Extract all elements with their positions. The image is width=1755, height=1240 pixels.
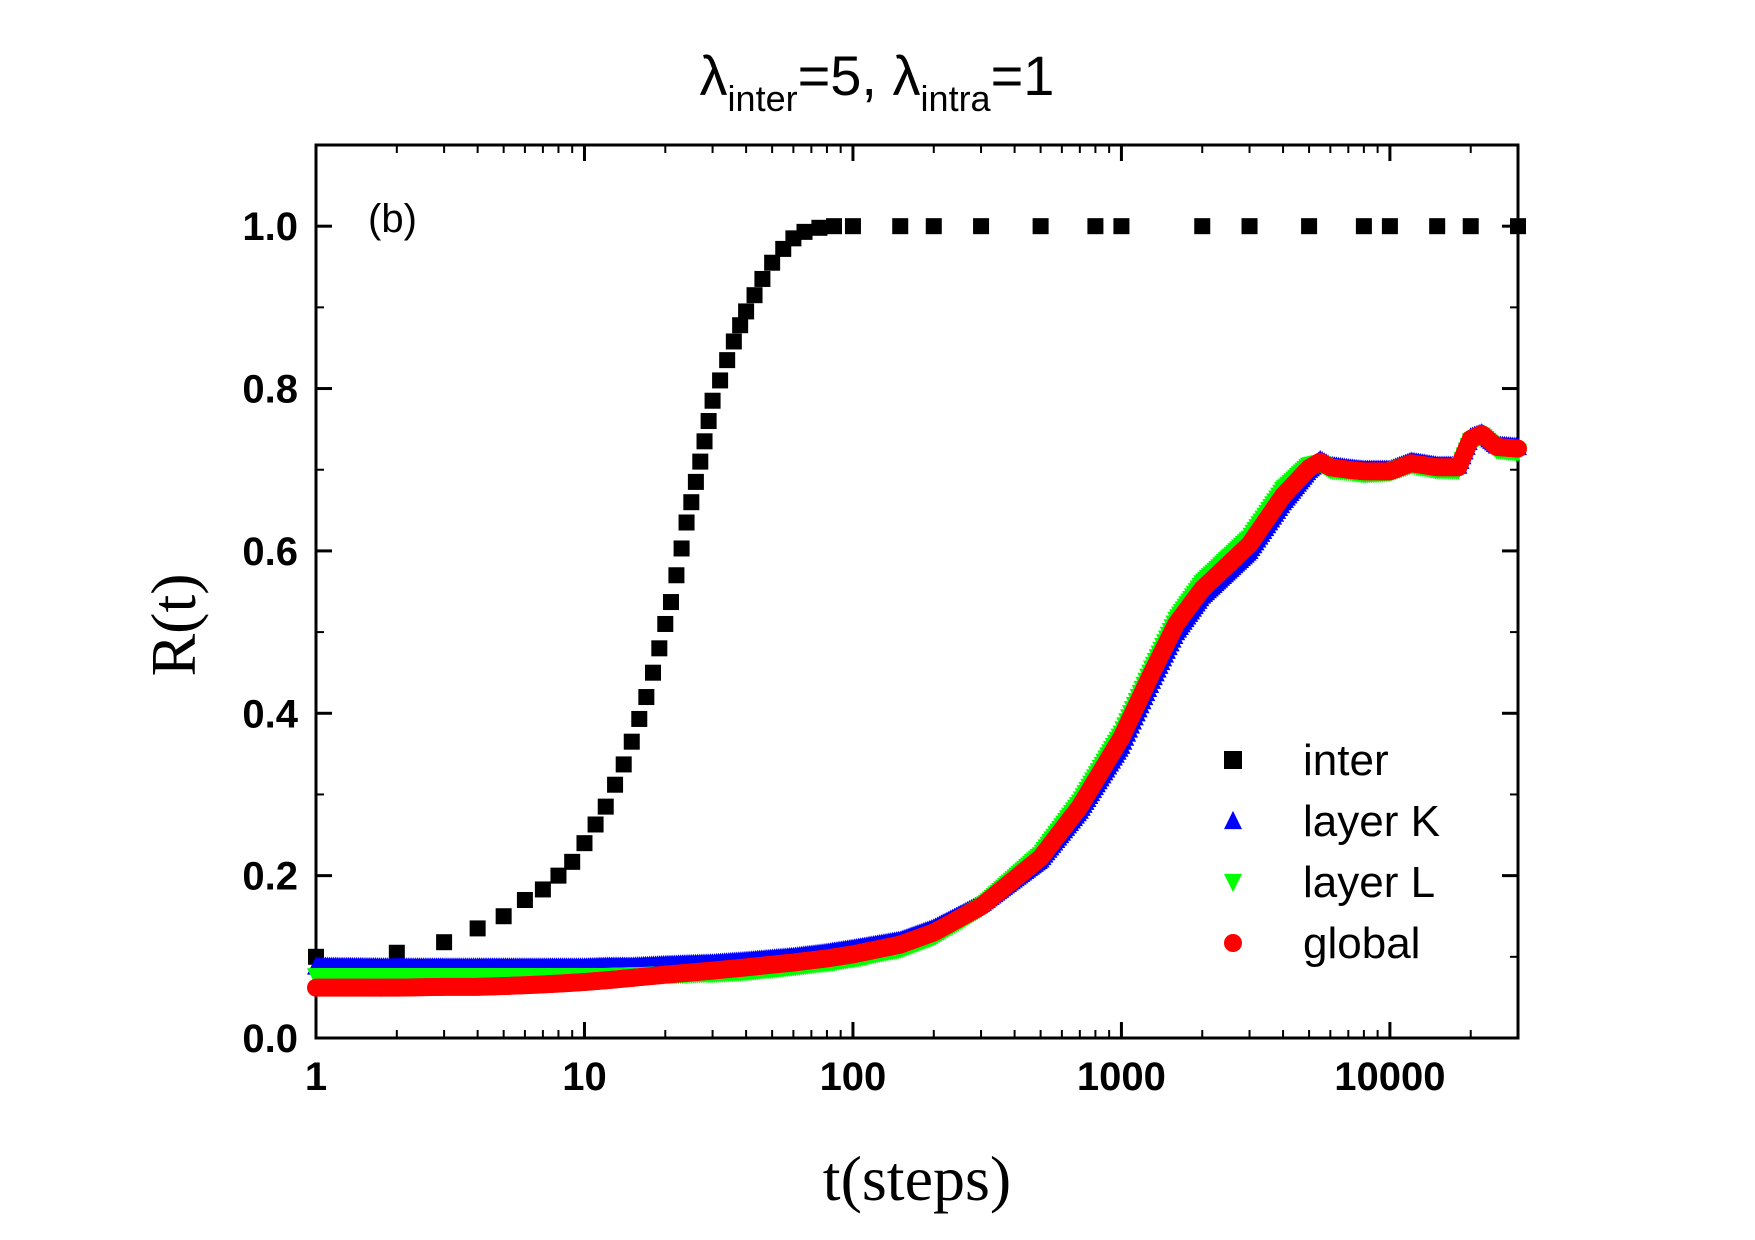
data-point <box>564 853 581 870</box>
data-point <box>576 835 593 852</box>
title-symbol-2: λ <box>893 44 921 107</box>
data-point <box>1429 218 1446 235</box>
data-point <box>712 372 729 389</box>
data-point <box>615 756 632 773</box>
data-point <box>657 615 674 632</box>
series-layer <box>307 218 1527 997</box>
data-point <box>687 473 704 490</box>
data-point <box>1462 218 1479 235</box>
series-global <box>307 425 1527 997</box>
data-point <box>925 218 942 235</box>
data-point <box>811 219 828 236</box>
data-point <box>738 303 755 320</box>
title-sub-1: inter <box>728 78 798 119</box>
x-axis-label: t(steps) <box>823 1143 1011 1214</box>
data-point <box>732 317 749 334</box>
x-tick-label: 1000 <box>1077 1055 1166 1099</box>
data-point <box>696 433 713 450</box>
data-point <box>1381 218 1398 235</box>
data-point <box>796 223 813 240</box>
y-tick-label: 0.6 <box>242 530 298 574</box>
legend-marker <box>1224 873 1242 893</box>
data-point <box>645 664 662 681</box>
x-tick-label: 10000 <box>1334 1055 1445 1099</box>
data-point <box>692 453 709 470</box>
data-point <box>1241 218 1258 235</box>
legend-label: global <box>1303 919 1420 968</box>
data-point <box>725 333 742 350</box>
x-tick-label: 10 <box>562 1055 607 1099</box>
title-symbol-1: λ <box>700 44 728 107</box>
legend: inter layer K layer L global <box>1224 736 1440 968</box>
data-point <box>719 352 736 369</box>
data-point <box>700 413 717 430</box>
legend-label: layer L <box>1303 858 1435 907</box>
panel-label: (b) <box>368 197 417 241</box>
data-point <box>1032 218 1049 235</box>
data-point <box>550 867 567 884</box>
y-tick-label: 0.2 <box>242 855 298 899</box>
y-tick-label: 1.0 <box>242 205 298 249</box>
data-point <box>1510 218 1526 235</box>
data-point <box>754 270 771 287</box>
data-point <box>436 934 453 951</box>
data-point <box>638 689 655 706</box>
data-point <box>746 287 763 304</box>
axis-tick-labels: 1 10 100 1000 10000 0.0 0.2 0.4 0.6 0.8 1.0 <box>242 205 1445 1099</box>
data-point <box>892 218 909 235</box>
y-tick-label: 0.8 <box>242 368 298 412</box>
data-point <box>388 944 405 961</box>
series-inter <box>308 218 1526 965</box>
data-point <box>623 733 640 750</box>
data-point <box>1087 218 1104 235</box>
data-point <box>651 640 668 657</box>
data-point <box>607 776 624 793</box>
data-point <box>516 891 533 908</box>
data-point <box>1194 218 1211 235</box>
y-tick-label: 0.4 <box>242 692 298 736</box>
chart-title: λinter=5, λintra=1 <box>700 44 1055 119</box>
legend-label: layer K <box>1303 797 1440 846</box>
legend-label: inter <box>1303 736 1389 785</box>
data-point <box>673 540 690 557</box>
data-point <box>668 567 685 584</box>
data-point <box>683 494 700 511</box>
data-point <box>631 710 648 727</box>
y-tick-label: 0.0 <box>242 1017 298 1061</box>
title-text-1: =5, <box>798 44 893 107</box>
title-text-2: =1 <box>991 44 1055 107</box>
data-point <box>678 514 695 531</box>
data-point <box>469 920 486 937</box>
data-point <box>844 218 861 235</box>
x-tick-label: 100 <box>820 1055 887 1099</box>
data-point <box>587 816 604 833</box>
data-point <box>597 798 614 815</box>
y-axis-label: R(t) <box>138 573 209 676</box>
title-sub-2: intra <box>921 78 992 119</box>
data-point <box>973 218 990 235</box>
data-point <box>1113 218 1130 235</box>
data-point <box>534 881 551 898</box>
data-point <box>495 908 512 925</box>
plot-frame <box>314 143 1520 1040</box>
data-point <box>1301 218 1318 235</box>
data-point <box>1355 218 1372 235</box>
axis-ticks <box>314 144 1519 1040</box>
data-point <box>826 218 843 235</box>
data-point <box>704 392 721 409</box>
data-point <box>764 254 781 271</box>
legend-marker <box>1224 934 1242 952</box>
x-tick-label: 1 <box>305 1055 327 1099</box>
data-point <box>1509 439 1527 458</box>
data-point <box>662 594 679 611</box>
legend-marker <box>1224 751 1242 769</box>
legend-marker <box>1224 810 1242 830</box>
